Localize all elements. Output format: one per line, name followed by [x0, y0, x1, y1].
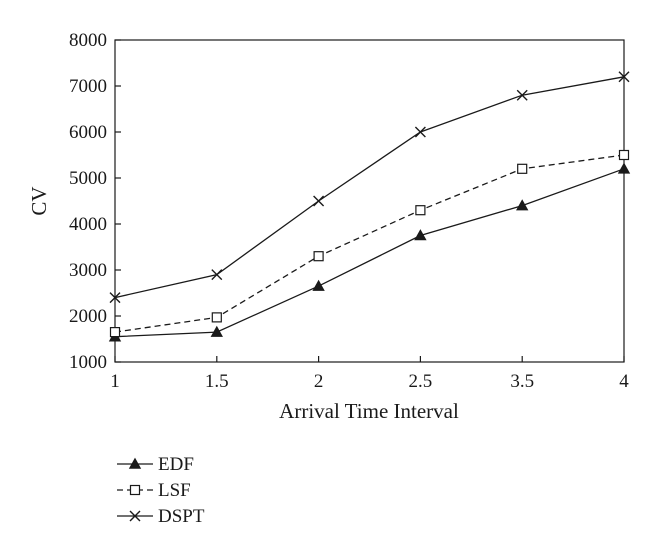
- legend: EDF LSF DSPT: [117, 454, 205, 527]
- legend-label-dspt: DSPT: [158, 506, 205, 527]
- x-axis-title: Arrival Time Interval: [279, 399, 459, 423]
- data-point-dspt: [313, 195, 325, 207]
- legend-item-edf: EDF: [117, 454, 194, 475]
- series-lsf: [109, 149, 630, 338]
- plot-frame: [114, 39, 625, 363]
- data-point-dspt: [211, 269, 223, 281]
- y-tick-label: 7000: [69, 76, 107, 97]
- y-tick-label: 6000: [69, 122, 107, 143]
- data-point-edf: [210, 325, 223, 337]
- x-tick-label: 4: [619, 371, 629, 392]
- data-point-dspt: [516, 89, 528, 101]
- series-edf: [108, 162, 631, 342]
- data-point-lsf: [618, 149, 630, 161]
- data-point-edf: [312, 279, 325, 291]
- data-point-dspt: [414, 126, 426, 138]
- y-tick-label: 8000: [69, 30, 107, 51]
- legend-label-lsf: LSF: [158, 480, 191, 501]
- data-point-lsf: [517, 163, 528, 174]
- x-tick-label: 2.5: [409, 371, 433, 392]
- y-axis: 1000 2000 3000 4000 5000 6000 7000 8000: [69, 30, 121, 373]
- legend-marker-lsf: [129, 484, 141, 496]
- y-tick-label: 5000: [69, 168, 107, 189]
- y-axis-title: CV: [27, 186, 51, 215]
- data-point-edf: [516, 199, 529, 211]
- x-tick-label: 1.5: [205, 371, 229, 392]
- legend-label-edf: EDF: [158, 454, 194, 475]
- data-point-dspt: [618, 71, 630, 83]
- legend-item-dspt: DSPT: [117, 506, 205, 527]
- x-tick-label: 1: [110, 371, 120, 392]
- legend-marker-edf: [128, 457, 142, 469]
- x-axis: 1 1.5 2 2.5 3.5 4: [110, 356, 629, 392]
- data-point-lsf: [109, 327, 121, 338]
- data-point-edf: [617, 162, 631, 174]
- legend-marker-dspt: [129, 510, 141, 522]
- data-point-edf: [414, 229, 427, 241]
- data-point-lsf: [313, 251, 324, 262]
- series-line-dspt: [114, 76, 625, 299]
- data-point-lsf: [415, 205, 426, 216]
- data-point-lsf: [211, 312, 222, 323]
- x-tick-label: 2: [314, 371, 324, 392]
- series-dspt: [109, 71, 630, 304]
- series-line-edf: [114, 168, 625, 338]
- legend-item-lsf: LSF: [117, 480, 191, 501]
- y-tick-label: 1000: [69, 352, 107, 373]
- y-tick-label: 4000: [69, 214, 107, 235]
- y-tick-label: 2000: [69, 306, 107, 327]
- series-layer: [108, 71, 631, 342]
- y-tick-label: 3000: [69, 260, 107, 281]
- data-point-dspt: [109, 292, 121, 304]
- x-tick-label: 3.5: [510, 371, 534, 392]
- series-line-lsf: [114, 154, 625, 333]
